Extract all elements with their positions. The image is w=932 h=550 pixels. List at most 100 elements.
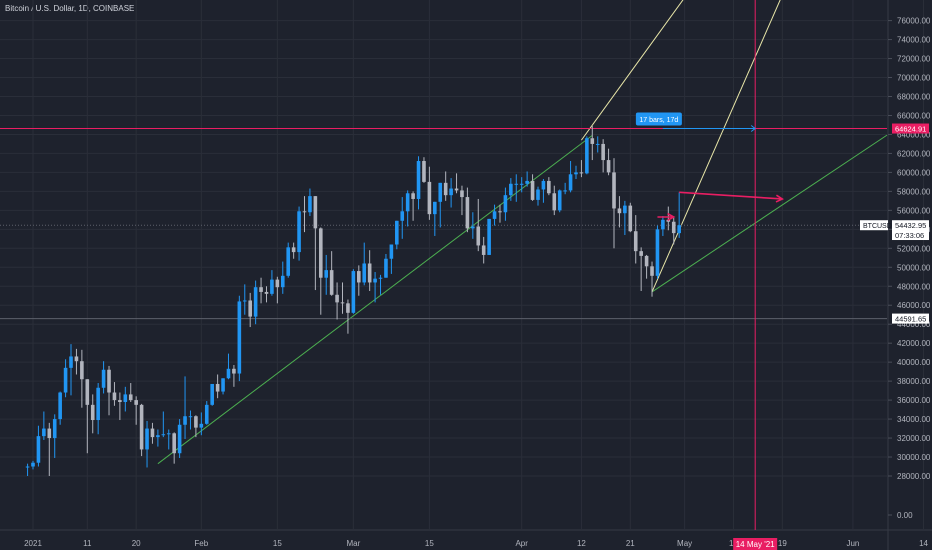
candle-body [677,225,681,234]
y-tick-label: 40000.00 [897,358,931,367]
candle-body [80,361,84,380]
arrow-big-head [775,194,785,203]
candle-body [139,404,144,450]
candle-body [525,180,529,184]
x-tick-label: Feb [194,539,208,548]
candle-body [134,400,138,405]
price-label: 54432.95 [895,221,926,230]
candle-body [563,190,567,192]
candle-body [112,392,117,401]
candle-body [595,143,600,145]
candle-body [530,180,535,200]
candle-body [519,183,524,185]
candle-body [96,387,100,421]
candle-body [498,211,502,213]
x-tick-label: 2021 [24,539,42,548]
candle-body [367,263,372,283]
candle-body [590,138,595,144]
arrow-big [679,191,783,200]
candle-body [471,226,475,229]
price-label-box [892,123,929,134]
candle-body [42,428,46,437]
candle-body [145,428,149,450]
overlay-layer: 17 bars, 17d [635,112,785,222]
measure-label: 17 bars, 17d [639,117,678,124]
candle-body [308,196,312,213]
candle-body [585,138,589,174]
candle-body [63,367,68,393]
x-tick-label: Jun [846,539,859,548]
y-tick-label: 58000.00 [897,187,931,196]
y-tick-label: 68000.00 [897,93,931,102]
price-label-box [892,313,929,324]
candle-body [351,271,356,313]
projection-line-1 [581,0,684,141]
candle-body [514,183,519,185]
candle-body [623,205,627,214]
projection-line-2 [651,0,781,293]
candle-body [395,220,399,245]
candle-body [650,266,654,276]
y-tick-label: 62000.00 [897,149,931,158]
y-tick-label: 28000.00 [897,472,931,481]
candle-body [378,277,383,279]
candle-body [221,378,225,392]
candle-body [25,466,30,468]
y-tick-label: 48000.00 [897,282,931,291]
candle-body [460,190,464,198]
measure-label-box [635,112,682,126]
candle-body [329,270,334,295]
candle-body [161,434,166,436]
candle-body [541,180,546,190]
candle-body [302,211,307,213]
candle-body [194,416,198,428]
candle-body [346,303,350,313]
x-tick-label: 20 [132,539,141,548]
price-label-box [892,220,929,231]
price-axis[interactable]: 0.00 28000.00 30000.00 32000.00 34000.00 3600… [888,17,931,520]
time-axis[interactable]: 20211120Feb15Mar15Apr1221May1019Jun14 [24,539,928,548]
candle-body [416,161,421,199]
candle-body [476,226,481,246]
candle-body [264,291,269,294]
candle-body [405,193,410,212]
candle-body [177,424,182,454]
candle-body [210,383,214,405]
candle-body [335,294,339,303]
candle-body [85,379,90,405]
candle-body [639,251,643,256]
candle-body [248,300,252,317]
price-label: 07:33:06 [895,231,924,240]
candle-body [536,189,540,200]
candle-body [601,143,605,161]
x-tick-label: Mar [346,539,360,548]
y-tick-label: 32000.00 [897,434,931,443]
y-tick-label: 56000.00 [897,206,931,215]
y-tick-label: 50000.00 [897,263,931,272]
candle-body [443,182,448,196]
candle-body [156,435,160,438]
candle-body [291,247,296,253]
candle-body [411,193,415,199]
candle-body [74,356,79,362]
candle-body [313,196,318,229]
candle-body [226,368,231,379]
y-tick-label: 42000.00 [897,339,931,348]
y-tick-label: 36000.00 [897,396,931,405]
candle-body [661,219,665,230]
candle-body [628,205,633,232]
date-marker-box [733,538,778,550]
candle-body [275,279,280,288]
price-label: 64624.91 [895,125,926,134]
x-tick-label: Apr [515,539,528,548]
trendline-support-2 [651,134,888,293]
candle-body [671,221,676,234]
candle-body [101,369,106,388]
y-tick-label: 46000.00 [897,301,931,310]
candle-body [58,392,62,420]
candle-body [509,183,513,196]
candle-body [487,218,491,255]
x-tick-label: 12 [577,539,586,548]
